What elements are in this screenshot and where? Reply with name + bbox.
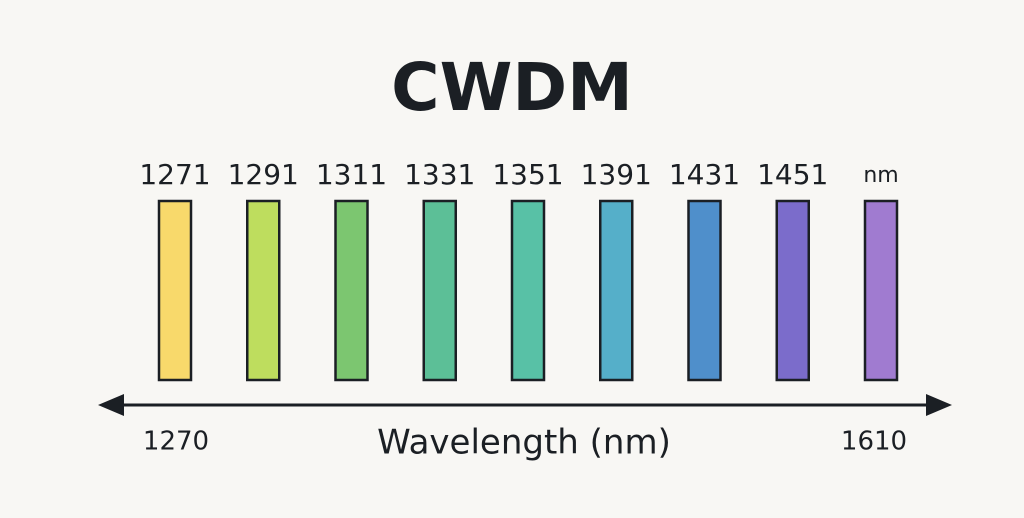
channel-label: 1271 <box>139 158 210 191</box>
channel-label: nm <box>863 163 898 188</box>
title: CWDM <box>391 49 633 126</box>
channel-bar <box>863 199 899 382</box>
channel-label: 1311 <box>316 158 387 191</box>
axis-start-label: 1270 <box>143 427 209 457</box>
channel-label: 1291 <box>228 158 299 191</box>
axis-label: Wavelength (nm) <box>377 423 671 463</box>
channel-label: 1391 <box>581 158 652 191</box>
axis-end-label: 1610 <box>841 427 907 457</box>
channel-bar <box>687 199 722 382</box>
channel-bar <box>422 199 457 382</box>
channel-bar <box>510 199 546 382</box>
channel-bar <box>334 199 369 382</box>
channel-bar <box>775 199 810 382</box>
channel-label: 1451 <box>757 158 828 191</box>
axis-arrow-left <box>98 394 124 416</box>
channel-label: 1331 <box>404 158 475 191</box>
channel-bar <box>246 199 281 382</box>
channel-label: 1351 <box>492 158 563 191</box>
channel-bar <box>599 199 634 382</box>
channel-label: 1431 <box>669 158 740 191</box>
axis-arrow-right <box>926 394 952 416</box>
channels: 1271 1291 1311 1331 1351 1391 1431 1451 nm <box>139 158 899 382</box>
channel-bar <box>157 199 193 382</box>
